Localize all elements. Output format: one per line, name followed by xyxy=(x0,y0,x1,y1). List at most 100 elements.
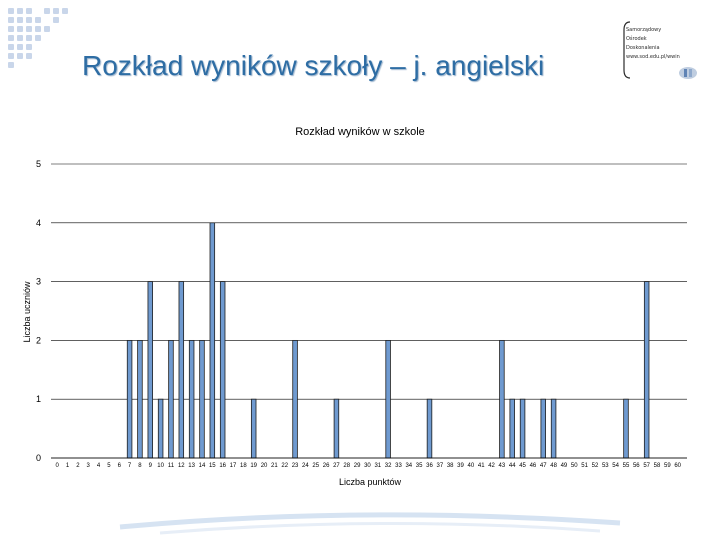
x-tick-label: 32 xyxy=(385,463,392,469)
y-tick-label: 2 xyxy=(36,335,41,345)
bar-23 xyxy=(292,339,298,459)
x-tick-label: 6 xyxy=(118,463,122,469)
decor-dot xyxy=(26,26,32,32)
decor-dot xyxy=(53,17,59,23)
x-tick-label: 25 xyxy=(312,463,319,469)
bar-45 xyxy=(519,398,526,459)
x-tick-label: 57 xyxy=(643,463,650,469)
bar-55 xyxy=(623,398,629,459)
chart-title: Rozkład wyników w szkole xyxy=(295,126,425,138)
x-tick-label: 23 xyxy=(292,463,299,469)
x-tick-label: 46 xyxy=(530,463,537,469)
x-tick-label: 30 xyxy=(364,463,371,469)
decor-dot xyxy=(44,26,50,32)
decor-dot xyxy=(35,17,41,23)
x-tick-label: 22 xyxy=(281,463,288,469)
chart-gridlines xyxy=(51,163,687,459)
x-axis-label: Liczba punktów xyxy=(339,477,402,487)
x-tick-label: 7 xyxy=(128,463,132,469)
x-tick-label: 20 xyxy=(261,463,268,469)
decor-dot xyxy=(44,8,50,14)
x-tick-label: 36 xyxy=(426,463,433,469)
bar-36 xyxy=(426,398,433,459)
logo-line-3: Doskonalenia xyxy=(626,45,660,51)
x-tick-label: 1 xyxy=(66,463,70,469)
decor-dot xyxy=(8,53,14,59)
x-tick-label: 5 xyxy=(107,463,111,469)
decor-dot xyxy=(62,8,68,14)
bar-15 xyxy=(209,222,216,459)
y-tick-label: 0 xyxy=(36,453,41,463)
logo-line-2: Ośrodek xyxy=(626,36,647,42)
logo-line-4: www.sod.edu.pl/wwin xyxy=(626,54,680,60)
bar-27 xyxy=(333,398,340,459)
x-tick-label: 10 xyxy=(157,463,164,469)
x-tick-label: 47 xyxy=(540,463,547,469)
x-tick-label: 24 xyxy=(302,463,309,469)
x-tick-label: 27 xyxy=(333,463,340,469)
x-tick-label: 19 xyxy=(250,463,257,469)
decor-dot xyxy=(17,26,23,32)
x-tick-label: 49 xyxy=(561,463,568,469)
x-tick-label: 14 xyxy=(199,463,206,469)
decor-dot xyxy=(17,8,23,14)
y-axis-ticks: 0 1 2 3 4 5 xyxy=(36,159,41,463)
x-tick-label: 40 xyxy=(468,463,475,469)
bar-10 xyxy=(157,398,164,459)
x-tick-label: 48 xyxy=(550,463,557,469)
y-tick-label: 4 xyxy=(36,218,41,228)
x-tick-label: 34 xyxy=(405,463,412,469)
x-tick-label: 35 xyxy=(416,463,423,469)
x-tick-label: 59 xyxy=(664,463,671,469)
logo-emblem-icon xyxy=(679,67,697,79)
x-tick-label: 43 xyxy=(499,463,506,469)
decor-dot xyxy=(8,35,14,41)
x-tick-label: 28 xyxy=(343,463,350,469)
bar-16 xyxy=(219,281,226,459)
y-tick-label: 3 xyxy=(36,277,41,287)
decor-dot xyxy=(35,26,41,32)
decor-dot xyxy=(26,35,32,41)
y-tick-label: 1 xyxy=(36,394,41,404)
x-tick-label: 50 xyxy=(571,463,578,469)
decor-dot xyxy=(26,17,32,23)
bar-12 xyxy=(178,281,185,459)
x-tick-label: 60 xyxy=(674,463,681,469)
bar-48 xyxy=(550,398,557,459)
bar-11 xyxy=(168,339,174,459)
logo-line-1: Samorządowy xyxy=(626,27,662,33)
x-tick-label: 26 xyxy=(323,463,330,469)
bar-14 xyxy=(199,339,205,459)
slide-title: Rozkład wyników szkoły – j. angielski xyxy=(82,50,545,81)
x-tick-label: 29 xyxy=(354,463,361,469)
x-tick-label: 0 xyxy=(56,463,60,469)
x-tick-label: 53 xyxy=(602,463,609,469)
decor-dot xyxy=(17,44,23,50)
decor-dot xyxy=(8,44,14,50)
bar-32 xyxy=(385,339,391,459)
bar-57 xyxy=(643,281,650,459)
x-tick-label: 55 xyxy=(623,463,630,469)
bar-13 xyxy=(188,339,195,459)
logo-bracket-icon xyxy=(623,21,631,79)
x-axis-ticks: 0 1 2 3 4 5 6 7 8 9 10 11 12 13 14 15 16 17 18 19 20 21 22 23 24… xyxy=(56,463,682,469)
x-tick-label: 54 xyxy=(612,463,619,469)
bar-43 xyxy=(499,339,505,459)
x-tick-label: 52 xyxy=(592,463,599,469)
decor-dot xyxy=(35,35,41,41)
y-tick-label: 5 xyxy=(36,159,41,169)
x-tick-label: 58 xyxy=(654,463,661,469)
x-tick-label: 44 xyxy=(509,463,516,469)
y-axis-label: Liczba uczniów xyxy=(22,281,32,343)
x-tick-label: 9 xyxy=(149,463,153,469)
x-tick-label: 31 xyxy=(374,463,381,469)
x-tick-label: 37 xyxy=(436,463,443,469)
decor-dot xyxy=(26,8,32,14)
x-tick-label: 42 xyxy=(488,463,495,469)
x-tick-label: 33 xyxy=(395,463,402,469)
decor-dot xyxy=(8,62,14,68)
x-tick-label: 4 xyxy=(97,463,101,469)
x-tick-label: 17 xyxy=(230,463,237,469)
x-tick-label: 21 xyxy=(271,463,278,469)
